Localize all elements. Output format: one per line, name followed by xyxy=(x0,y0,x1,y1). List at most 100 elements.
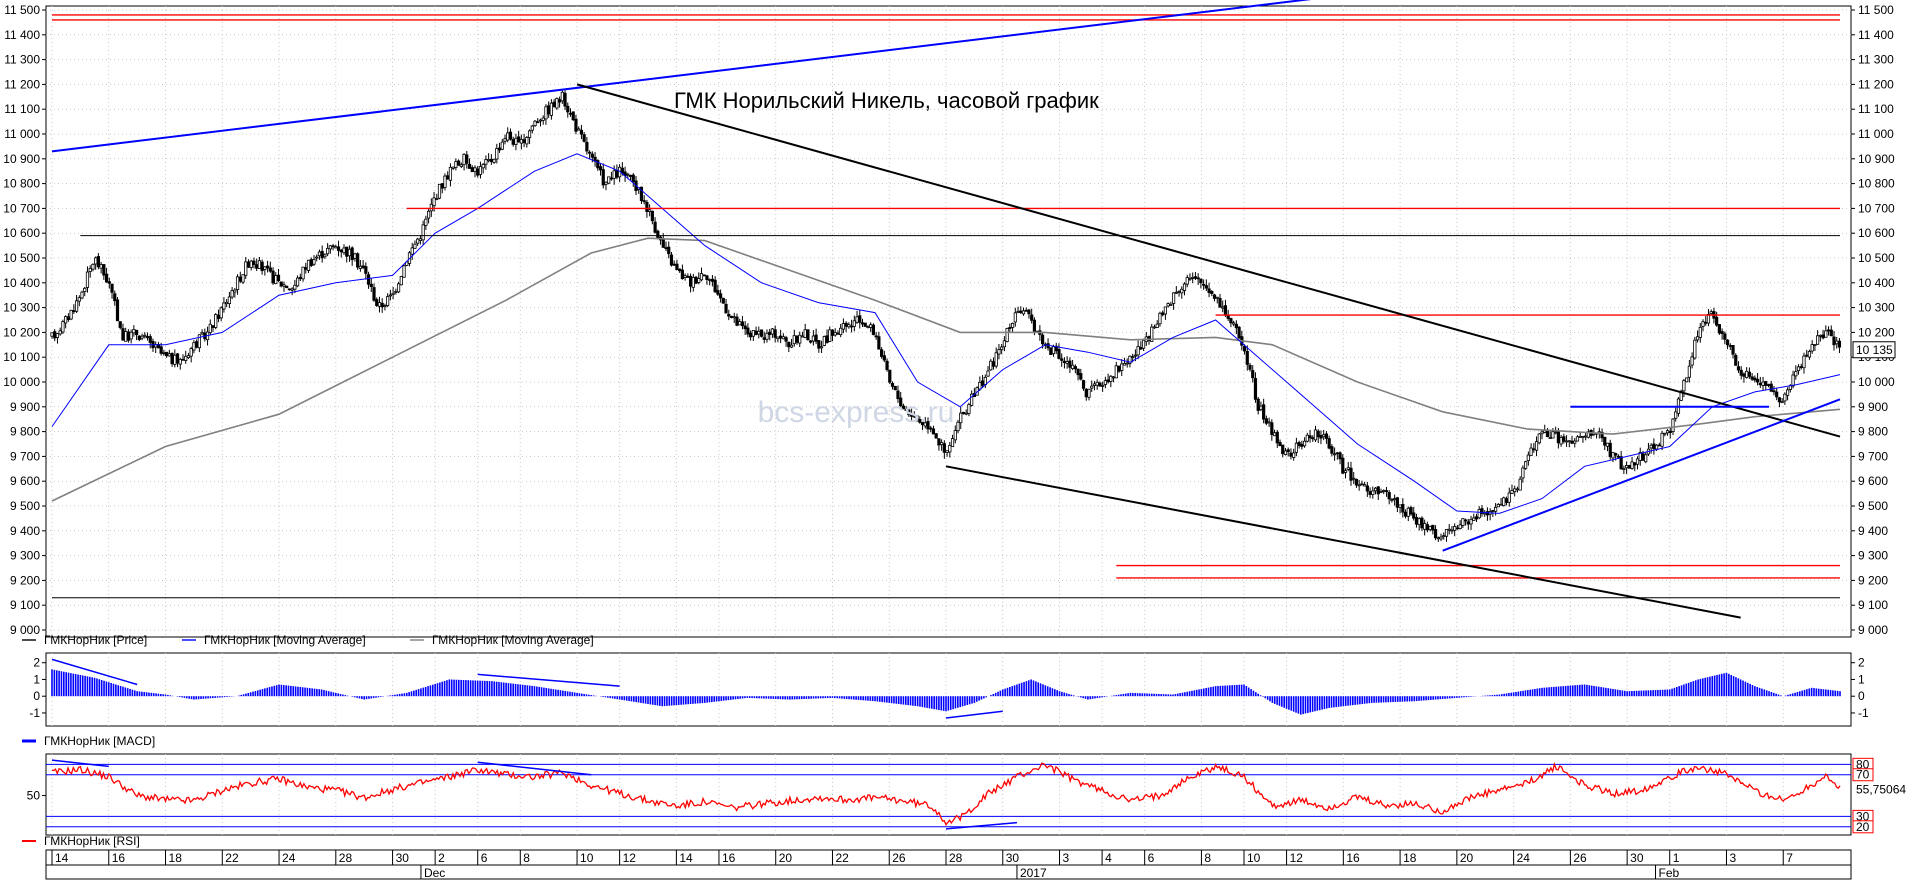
background-layer xyxy=(45,5,1852,836)
candle-body xyxy=(1289,452,1293,457)
price-candle xyxy=(85,266,90,293)
candle-body xyxy=(568,112,573,115)
candle-body xyxy=(1131,356,1135,359)
x-axis: 14 16 18 22 24 28 30 2 6 8 10 12 14 16 20 22 26 28 30 3 4 6 8 1… xyxy=(45,849,1852,880)
candle-body xyxy=(1428,526,1432,530)
price-candle xyxy=(1723,331,1727,345)
price-candle xyxy=(1283,447,1288,456)
price-candle xyxy=(702,274,706,277)
price-candle xyxy=(55,332,60,344)
candle-body xyxy=(1363,484,1367,487)
candle-body xyxy=(1251,370,1255,379)
candle-body xyxy=(1570,440,1574,444)
candle-body xyxy=(833,332,837,336)
candle-body xyxy=(1013,312,1017,323)
candle-body xyxy=(1630,461,1634,469)
candle-body xyxy=(386,296,390,306)
candle-body xyxy=(986,370,990,377)
candle-body xyxy=(678,268,682,272)
price-candle xyxy=(1087,388,1091,401)
x-tick-label: 28 xyxy=(339,851,353,865)
price-candle xyxy=(235,274,240,295)
price-left-tick-label: 9 400 xyxy=(10,524,40,538)
price-candle xyxy=(241,274,245,285)
candle-body xyxy=(1313,429,1318,441)
candle-body xyxy=(612,170,616,179)
price-candle xyxy=(1529,443,1533,456)
price-right-tick-label: 10 300 xyxy=(1858,301,1895,315)
price-candle xyxy=(852,315,856,332)
candle-body xyxy=(1635,458,1640,465)
price-candle xyxy=(1262,398,1266,424)
candle-body xyxy=(110,283,114,293)
price-candle xyxy=(1002,336,1006,352)
candle-body xyxy=(1543,430,1547,433)
candle-body xyxy=(126,331,131,341)
price-candle xyxy=(784,335,788,347)
candle-body xyxy=(1030,314,1034,321)
candle-body xyxy=(1016,310,1020,313)
candle-body xyxy=(1584,435,1588,438)
candle-body xyxy=(298,276,302,279)
price-candle xyxy=(1627,464,1631,469)
price-left-tick-label: 9 300 xyxy=(10,549,40,563)
price-candle xyxy=(110,283,114,299)
x-tick-label: 28 xyxy=(949,851,963,865)
candle-body xyxy=(1747,371,1751,377)
price-candle xyxy=(61,319,65,334)
price-right-tick-label: 11 100 xyxy=(1858,102,1894,116)
price-candle xyxy=(429,198,433,217)
price-candle xyxy=(465,150,469,169)
price-candle xyxy=(694,275,698,285)
candle-body xyxy=(358,265,362,269)
price-candle xyxy=(396,281,401,294)
candle-body xyxy=(159,346,163,354)
price-candle xyxy=(69,309,73,321)
rsi-level-label-box xyxy=(1852,768,1874,782)
price-candle xyxy=(233,288,237,298)
price-candle xyxy=(1180,286,1184,299)
candle-body xyxy=(1537,433,1541,444)
candle-body xyxy=(1775,391,1779,398)
candle-body xyxy=(598,166,603,171)
candle-body xyxy=(579,129,584,135)
price-right-tick-label: 9 800 xyxy=(1858,425,1888,439)
candle-body xyxy=(994,352,998,367)
candle-body xyxy=(113,293,117,302)
candle-body xyxy=(806,329,810,341)
x-period-label: Feb xyxy=(1659,866,1680,880)
candle-body xyxy=(1106,379,1110,383)
candle-body xyxy=(1499,503,1503,506)
x-tick-label: 16 xyxy=(1346,851,1360,865)
price-candle xyxy=(1379,488,1383,493)
candle-body xyxy=(732,316,736,319)
price-candle xyxy=(1810,340,1814,354)
candle-body xyxy=(511,139,515,145)
candle-body xyxy=(989,360,993,371)
price-candle xyxy=(1715,311,1719,327)
candle-body xyxy=(1494,506,1498,512)
candle-body xyxy=(85,271,90,288)
candle-body xyxy=(1155,323,1159,328)
candle-body xyxy=(874,335,878,338)
candle-body xyxy=(656,230,660,239)
price-candle xyxy=(915,415,919,422)
x-tick-label: 8 xyxy=(523,851,530,865)
x-tick-label: 7 xyxy=(1786,851,1793,865)
rsi-level-label-box xyxy=(1852,820,1874,834)
price-candle xyxy=(986,365,990,377)
rsi-level-label: 70 xyxy=(1856,768,1870,782)
candle-body xyxy=(866,326,870,329)
candle-body xyxy=(871,324,876,335)
candle-body xyxy=(1624,465,1629,469)
candle-body xyxy=(1455,527,1460,530)
candle-body xyxy=(282,284,286,287)
price-candle xyxy=(1057,343,1061,360)
price-right-tick-label: 10 900 xyxy=(1858,152,1895,166)
x-tick-label: 26 xyxy=(1573,851,1587,865)
candle-body xyxy=(1622,468,1626,471)
candle-body xyxy=(716,290,720,295)
price-candle xyxy=(1076,368,1080,381)
candle-body xyxy=(380,302,384,308)
candle-body xyxy=(1232,322,1236,325)
